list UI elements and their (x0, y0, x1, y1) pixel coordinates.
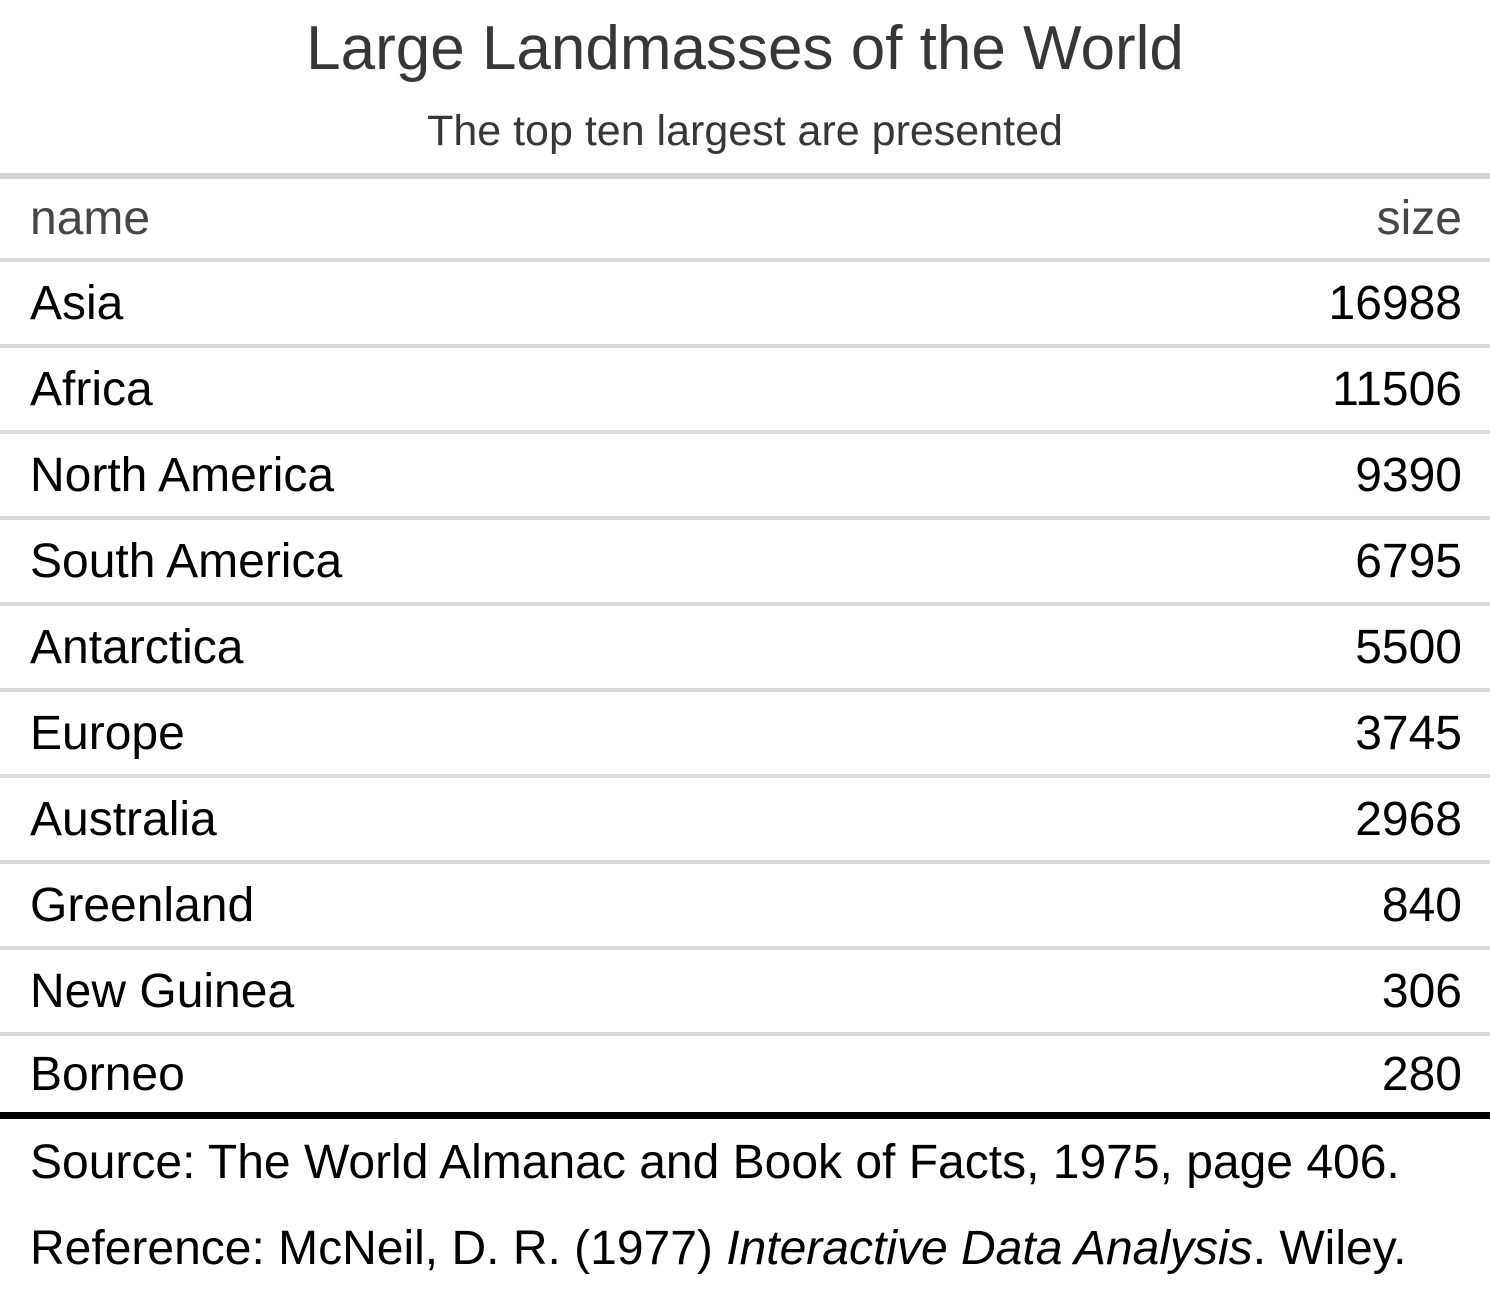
name-cell: Asia (30, 276, 124, 330)
size-cell: 6795 (1355, 534, 1462, 588)
table-row: Borneo 280 (0, 1034, 1490, 1116)
reference-prefix: Reference: McNeil, D. R. (1977) (30, 1221, 727, 1275)
table-head: name size (0, 176, 1490, 260)
column-header-name: name (30, 192, 151, 245)
name-cell: South America (30, 534, 343, 588)
table-body: Asia 16988 Africa 11506 North America 93… (0, 260, 1490, 1116)
size-cell: 5500 (1355, 620, 1462, 674)
size-cell: 16988 (1328, 276, 1462, 330)
name-cell: North America (30, 448, 335, 502)
table-row: Europe 3745 (0, 690, 1490, 776)
size-cell: 2968 (1355, 792, 1462, 846)
table-row: North America 9390 (0, 432, 1490, 518)
reference-note: Reference: McNeil, D. R. (1977) Interact… (0, 1205, 1490, 1291)
name-cell: Antarctica (30, 620, 244, 674)
table-footer: Source: The World Almanac and Book of Fa… (0, 1119, 1490, 1291)
table-subtitle: The top ten largest are presented (427, 107, 1063, 155)
table-row: Greenland 840 (0, 862, 1490, 948)
source-note-text: Source: The World Almanac and Book of Fa… (30, 1135, 1400, 1189)
reference-italic-title: Interactive Data Analysis (726, 1221, 1253, 1275)
size-cell: 11506 (1332, 362, 1462, 416)
table-header-block: Large Landmasses of the World The top te… (0, 0, 1490, 173)
name-cell: Australia (30, 792, 217, 846)
table-row: Australia 2968 (0, 776, 1490, 862)
table-row: New Guinea 306 (0, 948, 1490, 1034)
table-title: Large Landmasses of the World (306, 14, 1184, 83)
name-cell: New Guinea (30, 964, 295, 1018)
name-cell: Greenland (30, 878, 255, 932)
size-cell: 3745 (1355, 706, 1462, 760)
size-cell: 280 (1381, 1047, 1462, 1101)
landmasses-table: name size Asia 16988 Africa 11506 North … (0, 173, 1490, 1119)
column-header-size: size (1376, 192, 1462, 245)
table-row: Asia 16988 (0, 260, 1490, 346)
size-cell: 306 (1381, 964, 1462, 1018)
name-cell: Africa (30, 362, 153, 416)
name-cell: Borneo (30, 1047, 185, 1101)
reference-note-text: Reference: McNeil, D. R. (1977) Interact… (30, 1221, 1406, 1276)
source-note: Source: The World Almanac and Book of Fa… (0, 1119, 1490, 1205)
size-cell: 840 (1381, 878, 1462, 932)
column-header-row: name size (0, 176, 1490, 260)
table-row: South America 6795 (0, 518, 1490, 604)
table-row: Africa 11506 (0, 346, 1490, 432)
reference-suffix: . Wiley. (1252, 1221, 1407, 1275)
name-cell: Europe (30, 706, 185, 760)
size-cell: 9390 (1355, 448, 1462, 502)
table-row: Antarctica 5500 (0, 604, 1490, 690)
